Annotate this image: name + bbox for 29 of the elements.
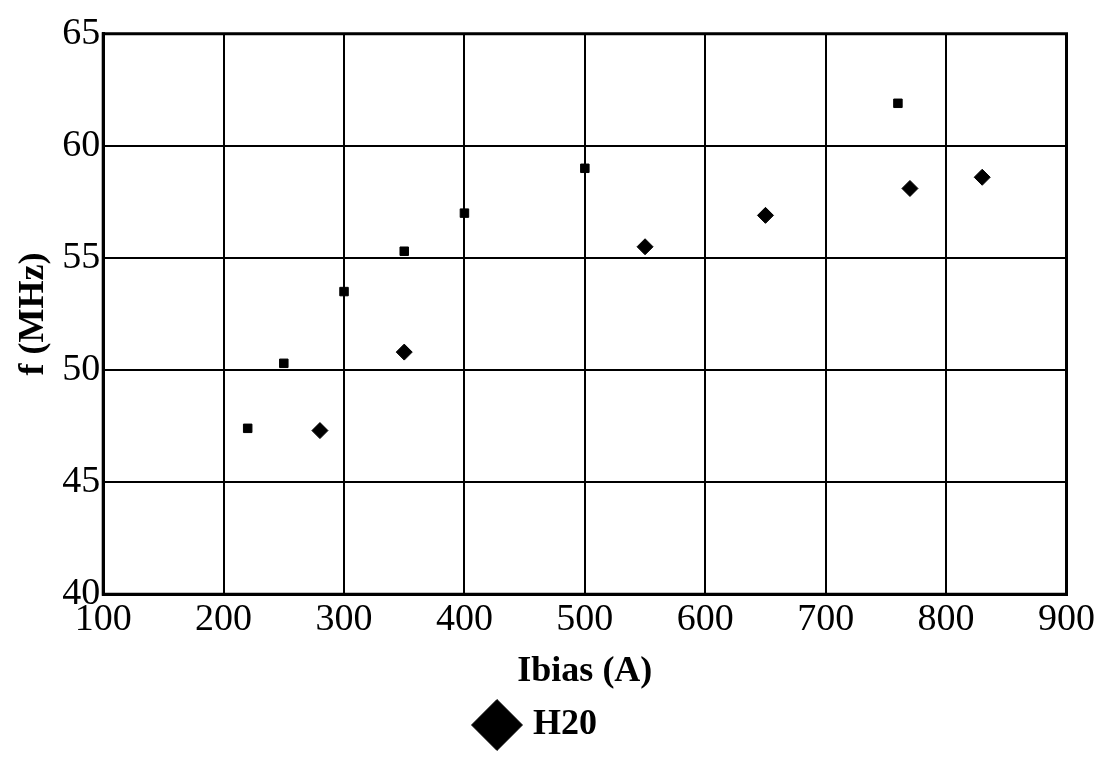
x-tick-label: 400 [435,595,493,638]
x-tick-label: 800 [917,595,975,638]
point [339,286,349,297]
y-tick-label: 50 [62,346,101,389]
x-tick-label: 600 [676,595,734,638]
point [311,422,329,440]
point [399,246,409,256]
x-tick-label: 300 [315,595,373,638]
point [459,208,470,218]
x-tick-label: 500 [556,595,614,638]
x-tick-label: 200 [195,595,253,638]
point [279,358,289,369]
y-tick-label: 55 [62,233,101,276]
point [973,168,991,186]
y-axis-title: f (MHz) [10,252,51,376]
y-tick-label: 45 [62,458,101,501]
point [242,423,253,434]
x-tick-label: 900 [1038,595,1095,638]
point [395,343,413,361]
legend-label: H20 [533,702,598,743]
point [901,179,919,197]
point [756,206,774,224]
y-tick-label: 60 [62,121,101,164]
y-tick-label: 65 [62,9,101,52]
point [580,163,590,174]
point [893,98,903,109]
point [636,238,654,256]
x-axis-title: Ibias (A) [517,648,653,689]
x-tick-label: 700 [797,595,855,638]
